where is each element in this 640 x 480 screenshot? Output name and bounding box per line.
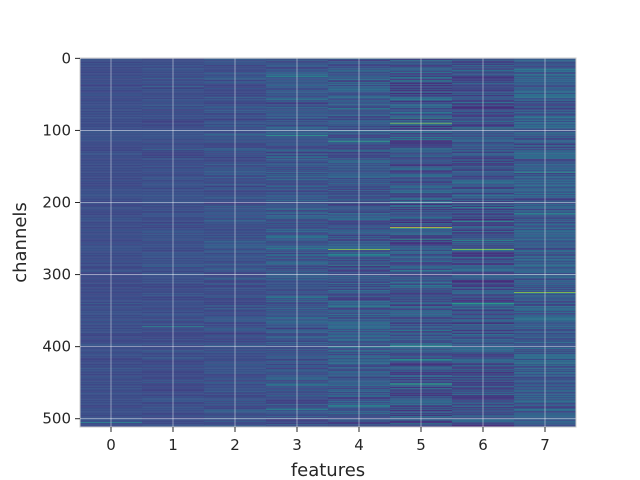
y-axis-label: channels (10, 202, 31, 283)
x-tick-label: 0 (106, 436, 116, 454)
y-tick-label: 200 (42, 194, 71, 212)
y-tick-label: 0 (61, 49, 71, 67)
x-tick-label: 7 (540, 436, 550, 454)
plot-frame (79, 57, 577, 428)
x-tick-label: 4 (354, 436, 364, 454)
y-tick-label: 100 (42, 121, 71, 139)
x-axis-label: features (291, 460, 365, 480)
heatmap-cells (80, 58, 577, 428)
grid-lines (80, 57, 576, 427)
y-tick-label: 500 (42, 410, 71, 428)
y-axis-ticks: 0 100 200 300 400 500 (42, 49, 80, 428)
x-tick-label: 6 (478, 436, 488, 454)
x-axis-ticks: 0 1 2 3 4 5 6 7 (106, 427, 550, 454)
x-tick-label: 1 (168, 436, 178, 454)
x-tick-label: 3 (292, 436, 302, 454)
y-tick-label: 400 (42, 338, 71, 356)
x-tick-label: 5 (416, 436, 426, 454)
x-tick-label: 2 (230, 436, 240, 454)
y-tick-label: 300 (42, 266, 71, 284)
